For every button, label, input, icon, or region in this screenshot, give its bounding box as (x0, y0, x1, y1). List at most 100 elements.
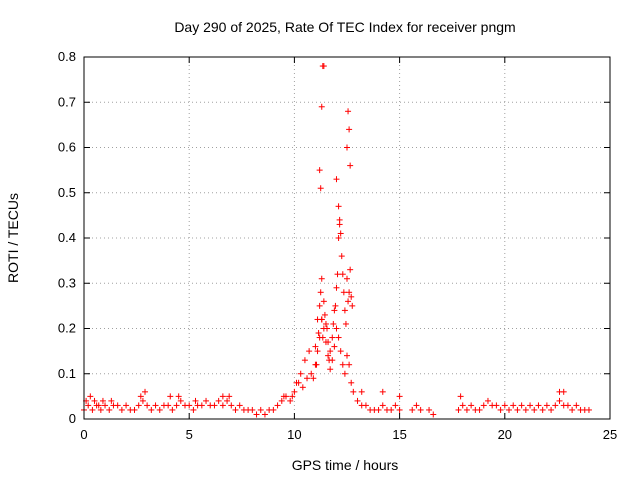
data-point (379, 388, 386, 395)
data-point (379, 402, 386, 409)
data-point (338, 253, 345, 260)
data-point (564, 402, 571, 409)
y-tick-label: 0.1 (58, 366, 76, 381)
data-point (137, 393, 144, 400)
data-point (339, 271, 346, 278)
y-axis-label: ROTI / TECUs (5, 193, 21, 283)
data-point (320, 298, 327, 305)
data-point (114, 402, 121, 409)
data-point (413, 402, 420, 409)
data-point (362, 402, 369, 409)
data-point (337, 230, 344, 237)
data-point (95, 402, 102, 409)
data-point (299, 384, 306, 391)
data-point (219, 402, 226, 409)
y-tick-label: 0 (69, 411, 76, 426)
data-point (527, 402, 534, 409)
data-point (336, 216, 343, 223)
data-point (348, 379, 355, 386)
data-point (304, 375, 311, 382)
data-point (468, 402, 475, 409)
data-point (203, 397, 210, 404)
data-point (337, 348, 344, 355)
data-point (535, 402, 542, 409)
data-point (152, 402, 159, 409)
data-point (301, 357, 308, 364)
data-point (539, 406, 546, 413)
data-point (249, 406, 256, 413)
data-point (331, 307, 338, 314)
data-point (573, 402, 580, 409)
data-point (335, 203, 342, 210)
x-tick-label: 5 (186, 427, 193, 442)
data-point (346, 361, 353, 368)
data-point (345, 108, 352, 115)
data-point (316, 302, 323, 309)
data-point (175, 393, 182, 400)
data-point (102, 402, 109, 409)
data-point (261, 411, 268, 418)
x-tick-label: 15 (392, 427, 406, 442)
data-point (317, 185, 324, 192)
data-point (531, 406, 538, 413)
data-point (287, 397, 294, 404)
data-point (317, 289, 324, 296)
data-point (108, 397, 115, 404)
data-point (426, 406, 433, 413)
data-point (270, 406, 277, 413)
data-point (476, 406, 483, 413)
data-point (308, 370, 315, 377)
data-point (347, 266, 354, 273)
data-point (297, 370, 304, 377)
data-point (556, 397, 563, 404)
data-point (148, 406, 155, 413)
data-point (569, 406, 576, 413)
data-point (327, 366, 334, 373)
data-point (552, 402, 559, 409)
data-points (81, 63, 592, 418)
data-point (543, 402, 550, 409)
data-point (320, 63, 327, 70)
data-point (349, 302, 356, 309)
data-point (585, 406, 592, 413)
y-tick-label: 0.8 (58, 49, 76, 64)
y-tick-label: 0.2 (58, 321, 76, 336)
data-point (348, 293, 355, 300)
y-tick-label: 0.7 (58, 94, 76, 109)
data-point (257, 406, 264, 413)
data-point (139, 397, 146, 404)
data-point (329, 334, 336, 341)
data-point (335, 334, 342, 341)
data-point (211, 402, 218, 409)
data-point (358, 388, 365, 395)
data-point (131, 406, 138, 413)
data-point (190, 406, 197, 413)
data-point (123, 402, 130, 409)
x-tick-label: 10 (287, 427, 301, 442)
data-point (91, 397, 98, 404)
data-point (340, 289, 347, 296)
data-point (135, 402, 142, 409)
data-point (346, 126, 353, 133)
data-point (313, 361, 320, 368)
data-point (325, 339, 332, 346)
data-point (315, 330, 322, 337)
y-tick-label: 0.3 (58, 275, 76, 290)
data-point (316, 167, 323, 174)
data-point (350, 388, 357, 395)
data-point (319, 334, 326, 341)
data-point (341, 370, 348, 377)
data-point (484, 397, 491, 404)
data-point (344, 275, 350, 282)
data-point (506, 406, 513, 413)
x-tick-label: 20 (498, 427, 512, 442)
data-point (306, 348, 313, 355)
data-point (118, 406, 125, 413)
data-point (253, 411, 260, 418)
x-tick-label: 25 (603, 427, 617, 442)
data-point (417, 406, 424, 413)
data-point (312, 343, 319, 350)
data-point (457, 393, 464, 400)
data-point (87, 393, 94, 400)
